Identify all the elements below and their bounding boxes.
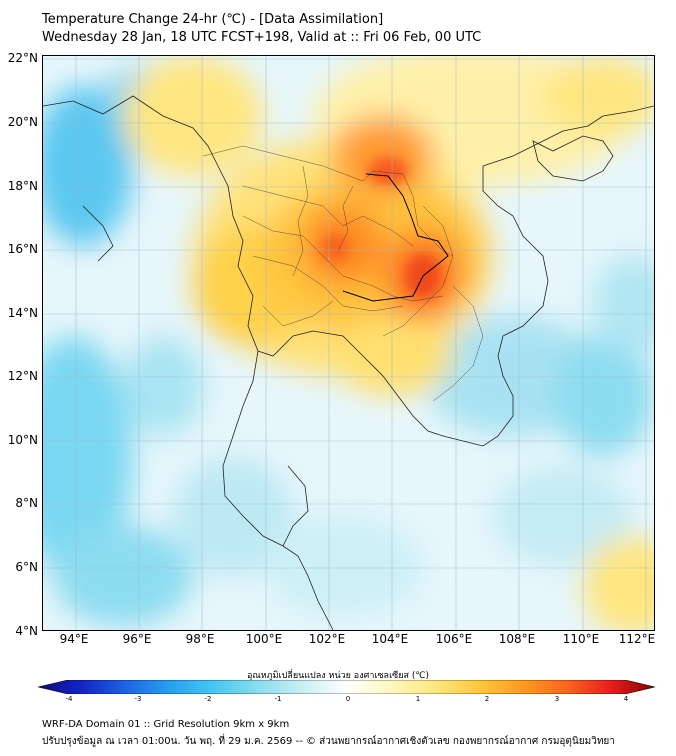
colorbar-tick: -4 xyxy=(65,695,73,703)
footer-model-info: WRF-DA Domain 01 :: Grid Resolution 9km … xyxy=(42,719,290,730)
lat-label: 4°N xyxy=(15,624,38,638)
colorbar-strip xyxy=(38,680,656,694)
colorbar-tick: 0 xyxy=(345,695,351,703)
colorbar-tick: -2 xyxy=(204,695,212,703)
lat-label: 12°N xyxy=(7,369,38,383)
coastlines xyxy=(43,95,654,630)
colorbar-tick: 1 xyxy=(415,695,421,703)
colorbar-title: อุณหภูมิเปลี่ยนแปลง หน่วย องศาเซลเซียส (… xyxy=(246,671,430,681)
colorbar-tick: 2 xyxy=(484,695,490,703)
colorbar-tick: 4 xyxy=(623,695,629,703)
lat-label: 16°N xyxy=(7,242,38,256)
colorbar-tick: -3 xyxy=(134,695,142,703)
colorbar-tick: 3 xyxy=(554,695,560,703)
graticule xyxy=(43,56,654,630)
lat-label: 22°N xyxy=(7,51,38,65)
footer-credit: ปรับปรุงข้อมูล ณ เวลา 01:00น. วัน พฤ. ที… xyxy=(42,736,615,747)
lon-label: 100°E xyxy=(245,632,283,646)
lon-label: 102°E xyxy=(308,632,346,646)
colorbar xyxy=(38,680,656,694)
map-title: Temperature Change 24-hr (℃) - [Data Ass… xyxy=(42,12,384,27)
colorbar-tick: -1 xyxy=(274,695,282,703)
lon-label: 106°E xyxy=(435,632,473,646)
lat-label: 8°N xyxy=(15,496,38,510)
lon-label: 108°E xyxy=(498,632,536,646)
temperature-change-map xyxy=(42,55,655,631)
lat-label: 10°N xyxy=(7,433,38,447)
lon-label: 112°E xyxy=(618,632,656,646)
lon-label: 98°E xyxy=(185,632,215,646)
country-borders xyxy=(342,173,449,302)
lon-label: 110°E xyxy=(562,632,600,646)
temperature-field xyxy=(43,56,654,630)
map-subtitle: Wednesday 28 Jan, 18 UTC FCST+198, Valid… xyxy=(42,30,482,45)
lat-label: 6°N xyxy=(15,560,38,574)
lat-label: 20°N xyxy=(7,115,38,129)
lat-label: 18°N xyxy=(7,179,38,193)
lat-label: 14°N xyxy=(7,306,38,320)
lon-label: 94°E xyxy=(59,632,89,646)
admin-borders xyxy=(202,145,484,402)
lon-label: 104°E xyxy=(371,632,409,646)
lon-label: 96°E xyxy=(122,632,152,646)
